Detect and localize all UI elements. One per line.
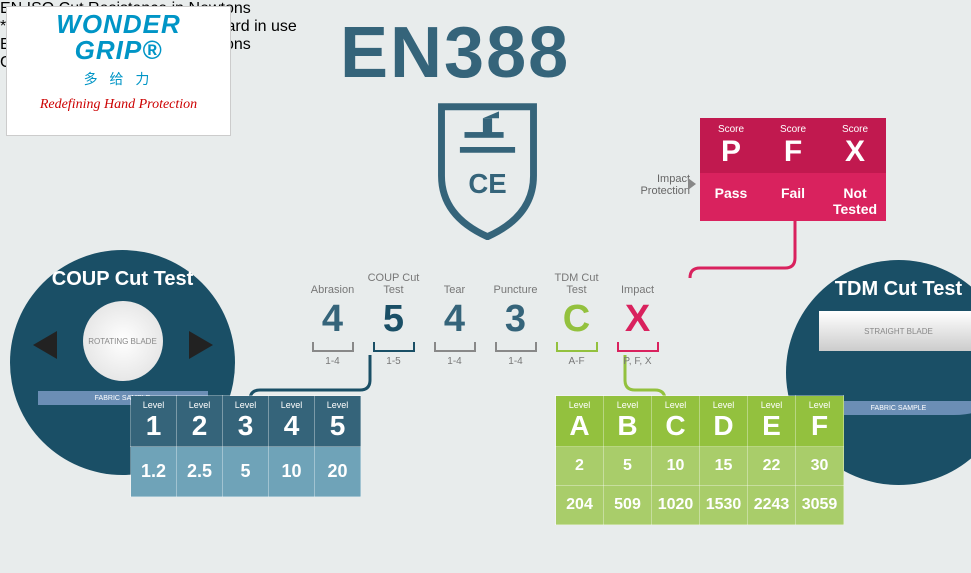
table-header: LevelA — [556, 396, 604, 447]
table-cell: 509 — [604, 486, 652, 525]
coup-title: COUP Cut Test — [10, 250, 235, 291]
table-cell: 2243 — [748, 486, 796, 525]
table-cell: 10 — [269, 447, 315, 497]
table-header: LevelC — [652, 396, 700, 447]
impact-table: Impact Protection ScorePPassScoreFFailSc… — [700, 118, 886, 221]
table-header: LevelB — [604, 396, 652, 447]
impact-label: Impact Protection — [625, 173, 690, 197]
table-header: Level1 — [131, 396, 177, 447]
tdm-levels-table: LevelALevelBLevelCLevelDLevelELevelF 2510… — [555, 395, 844, 525]
impact-col: ScorePPass — [700, 118, 762, 221]
tdm-title: TDM Cut Test — [786, 260, 971, 301]
impact-col: ScoreXNot Tested — [824, 118, 886, 221]
table-header: LevelE — [748, 396, 796, 447]
table-cell: 10 — [652, 447, 700, 486]
table-cell: 1530 — [700, 486, 748, 525]
rating-item: Abrasion41-4 — [305, 268, 360, 367]
standard-title: EN388 — [340, 12, 570, 94]
shield-icon: CE — [430, 100, 545, 240]
arrow-right-icon — [688, 178, 696, 190]
table-header: Level4 — [269, 396, 315, 447]
table-cell: 1020 — [652, 486, 700, 525]
table-header: LevelD — [700, 396, 748, 447]
rating-item: Tear41-4 — [427, 268, 482, 367]
rating-row: Abrasion41-4COUP Cut Test51-5Tear41-4Pun… — [305, 268, 665, 367]
table-cell: 5 — [223, 447, 269, 497]
table-cell: 5 — [604, 447, 652, 486]
logo-wordmark: WONDERGRIP® — [11, 11, 226, 63]
table-cell: 204 — [556, 486, 604, 525]
table-header: Level5 — [315, 396, 361, 447]
straight-blade-icon: STRAIGHT BLADE — [819, 311, 971, 351]
impact-col: ScoreFFail — [762, 118, 824, 221]
table-cell: 2 — [556, 447, 604, 486]
logo-tagline: Redefining Hand Protection — [11, 97, 226, 113]
coup-levels-table: Level1Level2Level3Level4Level5 1.22.55102… — [130, 395, 361, 497]
table-cell: 30 — [796, 447, 844, 486]
table-cell: 2.5 — [177, 447, 223, 497]
logo-cn: 多 给 力 — [11, 69, 226, 89]
table-header: LevelF — [796, 396, 844, 447]
table-cell: 22 — [748, 447, 796, 486]
table-cell: 1.2 — [131, 447, 177, 497]
rating-item: ImpactXP, F, X — [610, 268, 665, 367]
table-cell: 15 — [700, 447, 748, 486]
rating-item: TDM Cut TestCA-F — [549, 268, 604, 367]
rating-item: Puncture31-4 — [488, 268, 543, 367]
rating-item: COUP Cut Test51-5 — [366, 268, 421, 367]
table-cell: 20 — [315, 447, 361, 497]
rotating-blade-icon: ROTATING BLADE — [83, 301, 163, 381]
logo: WONDERGRIP® 多 给 力 Redefining Hand Protec… — [6, 6, 231, 136]
table-header: Level2 — [177, 396, 223, 447]
table-header: Level3 — [223, 396, 269, 447]
table-cell: 3059 — [796, 486, 844, 525]
svg-text:CE: CE — [468, 168, 506, 199]
